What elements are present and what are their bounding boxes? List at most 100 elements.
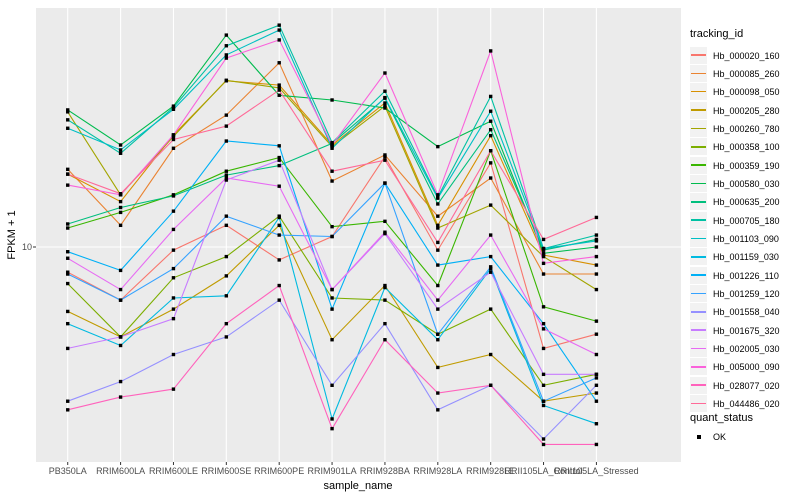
legend-label: Hb_001226_110 xyxy=(713,270,779,281)
data-point xyxy=(171,133,176,137)
data-point xyxy=(541,442,546,447)
legend-key xyxy=(690,358,707,376)
data-point xyxy=(171,316,176,321)
data-point xyxy=(277,163,281,168)
data-point xyxy=(118,395,123,399)
data-point xyxy=(277,184,281,188)
data-point xyxy=(488,383,493,387)
data-point xyxy=(277,215,281,220)
data-point xyxy=(224,176,229,180)
data-point xyxy=(277,61,281,65)
legend-label: Hb_001675_320 xyxy=(713,325,780,336)
data-point xyxy=(66,167,70,172)
data-point xyxy=(488,119,493,123)
legend-label: Hb_000260_780 xyxy=(713,123,780,134)
data-point xyxy=(171,194,176,198)
data-point xyxy=(171,387,176,391)
data-point xyxy=(277,155,281,160)
data-point xyxy=(436,365,440,370)
legend: tracking_id Hb_000020_160 Hb_000085_260 Hb… xyxy=(688,0,800,500)
data-point xyxy=(330,169,334,173)
legend-key xyxy=(690,138,707,156)
data-point xyxy=(330,287,334,292)
data-point xyxy=(171,276,176,280)
x-tick-label: RRIM928LE xyxy=(466,466,516,476)
data-point xyxy=(541,346,546,351)
data-point xyxy=(224,124,229,128)
data-point xyxy=(277,88,281,92)
data-point xyxy=(488,270,493,274)
data-point xyxy=(118,268,123,273)
data-point xyxy=(330,296,334,300)
data-point xyxy=(224,169,229,173)
x-tick-label: RRIM600LA xyxy=(96,466,146,476)
quant-status-marker xyxy=(696,434,701,439)
data-point xyxy=(594,442,599,447)
data-point xyxy=(488,133,493,138)
data-point xyxy=(66,321,70,326)
legend-label: Hb_001159_030 xyxy=(713,252,779,263)
legend-key xyxy=(690,119,707,137)
data-point xyxy=(383,285,387,290)
data-point xyxy=(277,158,281,162)
data-point xyxy=(118,335,123,339)
data-point xyxy=(224,113,229,117)
data-point xyxy=(224,294,229,298)
legend-key xyxy=(690,174,707,192)
legend-line-swatch xyxy=(691,72,706,75)
x-tick-label: RRIM928LA xyxy=(413,466,463,476)
data-point xyxy=(66,126,70,130)
legend-label: Hb_000705_180 xyxy=(713,215,780,226)
data-point xyxy=(436,144,440,149)
data-point xyxy=(383,106,387,110)
data-point xyxy=(383,71,387,75)
legend-key xyxy=(690,266,707,284)
data-point xyxy=(330,98,334,102)
data-point xyxy=(383,283,387,288)
data-point xyxy=(118,210,123,215)
legend-label: Hb_000085_260 xyxy=(713,68,780,79)
data-point xyxy=(594,376,599,380)
legend-key xyxy=(690,101,707,119)
data-point xyxy=(66,408,70,412)
legend-line-swatch xyxy=(691,311,706,313)
data-point xyxy=(171,137,176,142)
data-point xyxy=(541,237,546,242)
data-point xyxy=(277,83,281,87)
data-point xyxy=(488,49,493,53)
legend-line-swatch xyxy=(691,164,706,166)
data-point xyxy=(277,258,281,262)
data-point xyxy=(118,143,123,147)
data-point xyxy=(277,223,281,228)
data-point xyxy=(171,266,176,271)
data-point xyxy=(436,226,440,230)
data-point xyxy=(171,107,176,111)
data-point xyxy=(436,240,440,245)
data-point xyxy=(66,110,70,114)
legend-line-swatch xyxy=(691,219,706,221)
legend-label: Hb_000635_200 xyxy=(713,197,780,208)
data-point xyxy=(330,179,334,183)
data-point xyxy=(224,33,229,37)
data-point xyxy=(383,321,387,326)
data-point xyxy=(224,214,229,218)
legend-line-swatch xyxy=(691,90,706,93)
data-point xyxy=(171,307,176,311)
legend-label: Hb_000359_190 xyxy=(713,160,780,171)
data-point xyxy=(330,338,334,342)
data-point xyxy=(66,281,70,286)
data-point xyxy=(66,309,70,314)
data-point xyxy=(541,372,546,377)
data-point xyxy=(436,391,440,395)
data-point xyxy=(594,245,599,249)
quant-status-title: quant_status xyxy=(690,412,753,424)
data-point xyxy=(66,226,70,230)
data-point xyxy=(66,118,70,122)
data-point xyxy=(594,372,599,377)
data-point xyxy=(541,251,546,256)
data-point xyxy=(488,203,493,207)
legend-label: Hb_000020_160 xyxy=(713,50,780,61)
data-point xyxy=(224,335,229,339)
data-point xyxy=(594,399,599,403)
legend-title: tracking_id xyxy=(690,28,744,40)
